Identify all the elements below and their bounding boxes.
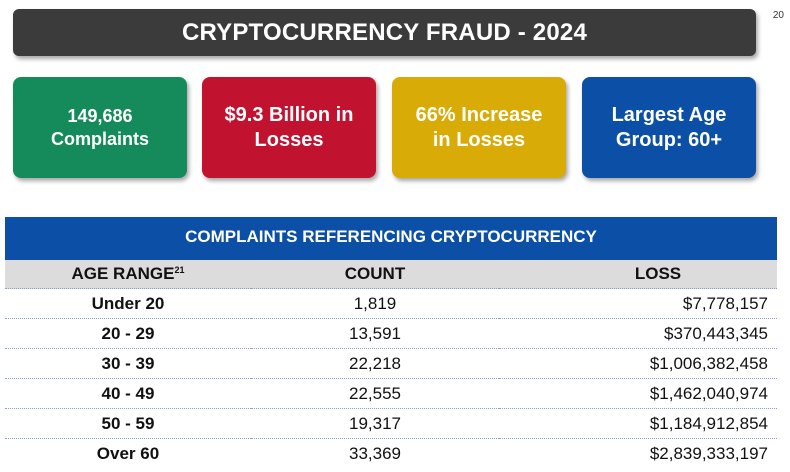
cell-count: 33,369 bbox=[251, 438, 499, 468]
cell-loss: $1,184,912,854 bbox=[499, 408, 777, 439]
cell-age: Under 20 bbox=[5, 288, 251, 319]
table-row: Under 20 1,819 $7,778,157 bbox=[5, 288, 777, 319]
cell-age: 20 - 29 bbox=[5, 318, 251, 349]
stat-line: Complaints bbox=[50, 128, 149, 149]
header-age-range: AGE RANGE21 bbox=[5, 260, 251, 289]
cell-age: 50 - 59 bbox=[5, 408, 251, 439]
page-title: CRYPTOCURRENCY FRAUD - 2024 bbox=[13, 9, 756, 56]
table-title: COMPLAINTS REFERENCING CRYPTOCURRENCY bbox=[5, 217, 777, 260]
stat-line: Largest Age bbox=[611, 103, 727, 126]
stat-line: $9.3 Billion in bbox=[224, 103, 354, 126]
cell-count: 13,591 bbox=[251, 318, 499, 349]
header-loss: LOSS bbox=[499, 260, 777, 289]
table-row: 30 - 39 22,218 $1,006,382,458 bbox=[5, 348, 777, 379]
stat-line: 149,686 bbox=[67, 106, 133, 126]
cell-age: Over 60 bbox=[5, 438, 251, 468]
cell-age: 30 - 39 bbox=[5, 348, 251, 379]
table-row: 20 - 29 13,591 $370,443,345 bbox=[5, 318, 777, 349]
data-table: AGE RANGE21 COUNT LOSS Under 20 1,819 $7… bbox=[5, 260, 777, 468]
stat-line: 66% Increase bbox=[415, 103, 543, 126]
complaints-table: COMPLAINTS REFERENCING CRYPTOCURRENCY AG… bbox=[5, 217, 777, 468]
table-row: 40 - 49 22,555 $1,462,040,974 bbox=[5, 378, 777, 409]
cell-loss: $370,443,345 bbox=[499, 318, 777, 349]
cell-age: 40 - 49 bbox=[5, 378, 251, 409]
cell-count: 1,819 bbox=[251, 288, 499, 319]
header-count: COUNT bbox=[251, 260, 499, 289]
cell-loss: $1,462,040,974 bbox=[499, 378, 777, 409]
cell-count: 22,218 bbox=[251, 348, 499, 379]
stat-card-age-group: Largest Age Group: 60+ bbox=[582, 77, 756, 178]
table-header-row: AGE RANGE21 COUNT LOSS bbox=[5, 260, 777, 289]
stat-line: in Losses bbox=[432, 128, 526, 151]
cell-loss: $1,006,382,458 bbox=[499, 348, 777, 379]
stat-line: Group: 60+ bbox=[615, 128, 723, 151]
page-number: 20 bbox=[772, 10, 784, 21]
stat-line: Losses bbox=[254, 128, 324, 151]
stat-card-increase: 66% Increase in Losses bbox=[392, 77, 566, 178]
cell-count: 19,317 bbox=[251, 408, 499, 439]
footnote-marker: 21 bbox=[174, 265, 185, 275]
cell-loss: $7,778,157 bbox=[499, 288, 777, 319]
table-row: Over 60 33,369 $2,839,333,197 bbox=[5, 438, 777, 468]
header-age-label: AGE RANGE bbox=[71, 264, 175, 283]
cell-count: 22,555 bbox=[251, 378, 499, 409]
cell-loss: $2,839,333,197 bbox=[499, 438, 777, 468]
stat-card-losses: $9.3 Billion in Losses bbox=[202, 77, 376, 178]
stat-card-complaints: 149,686 Complaints bbox=[13, 77, 187, 178]
table-row: 50 - 59 19,317 $1,184,912,854 bbox=[5, 408, 777, 439]
